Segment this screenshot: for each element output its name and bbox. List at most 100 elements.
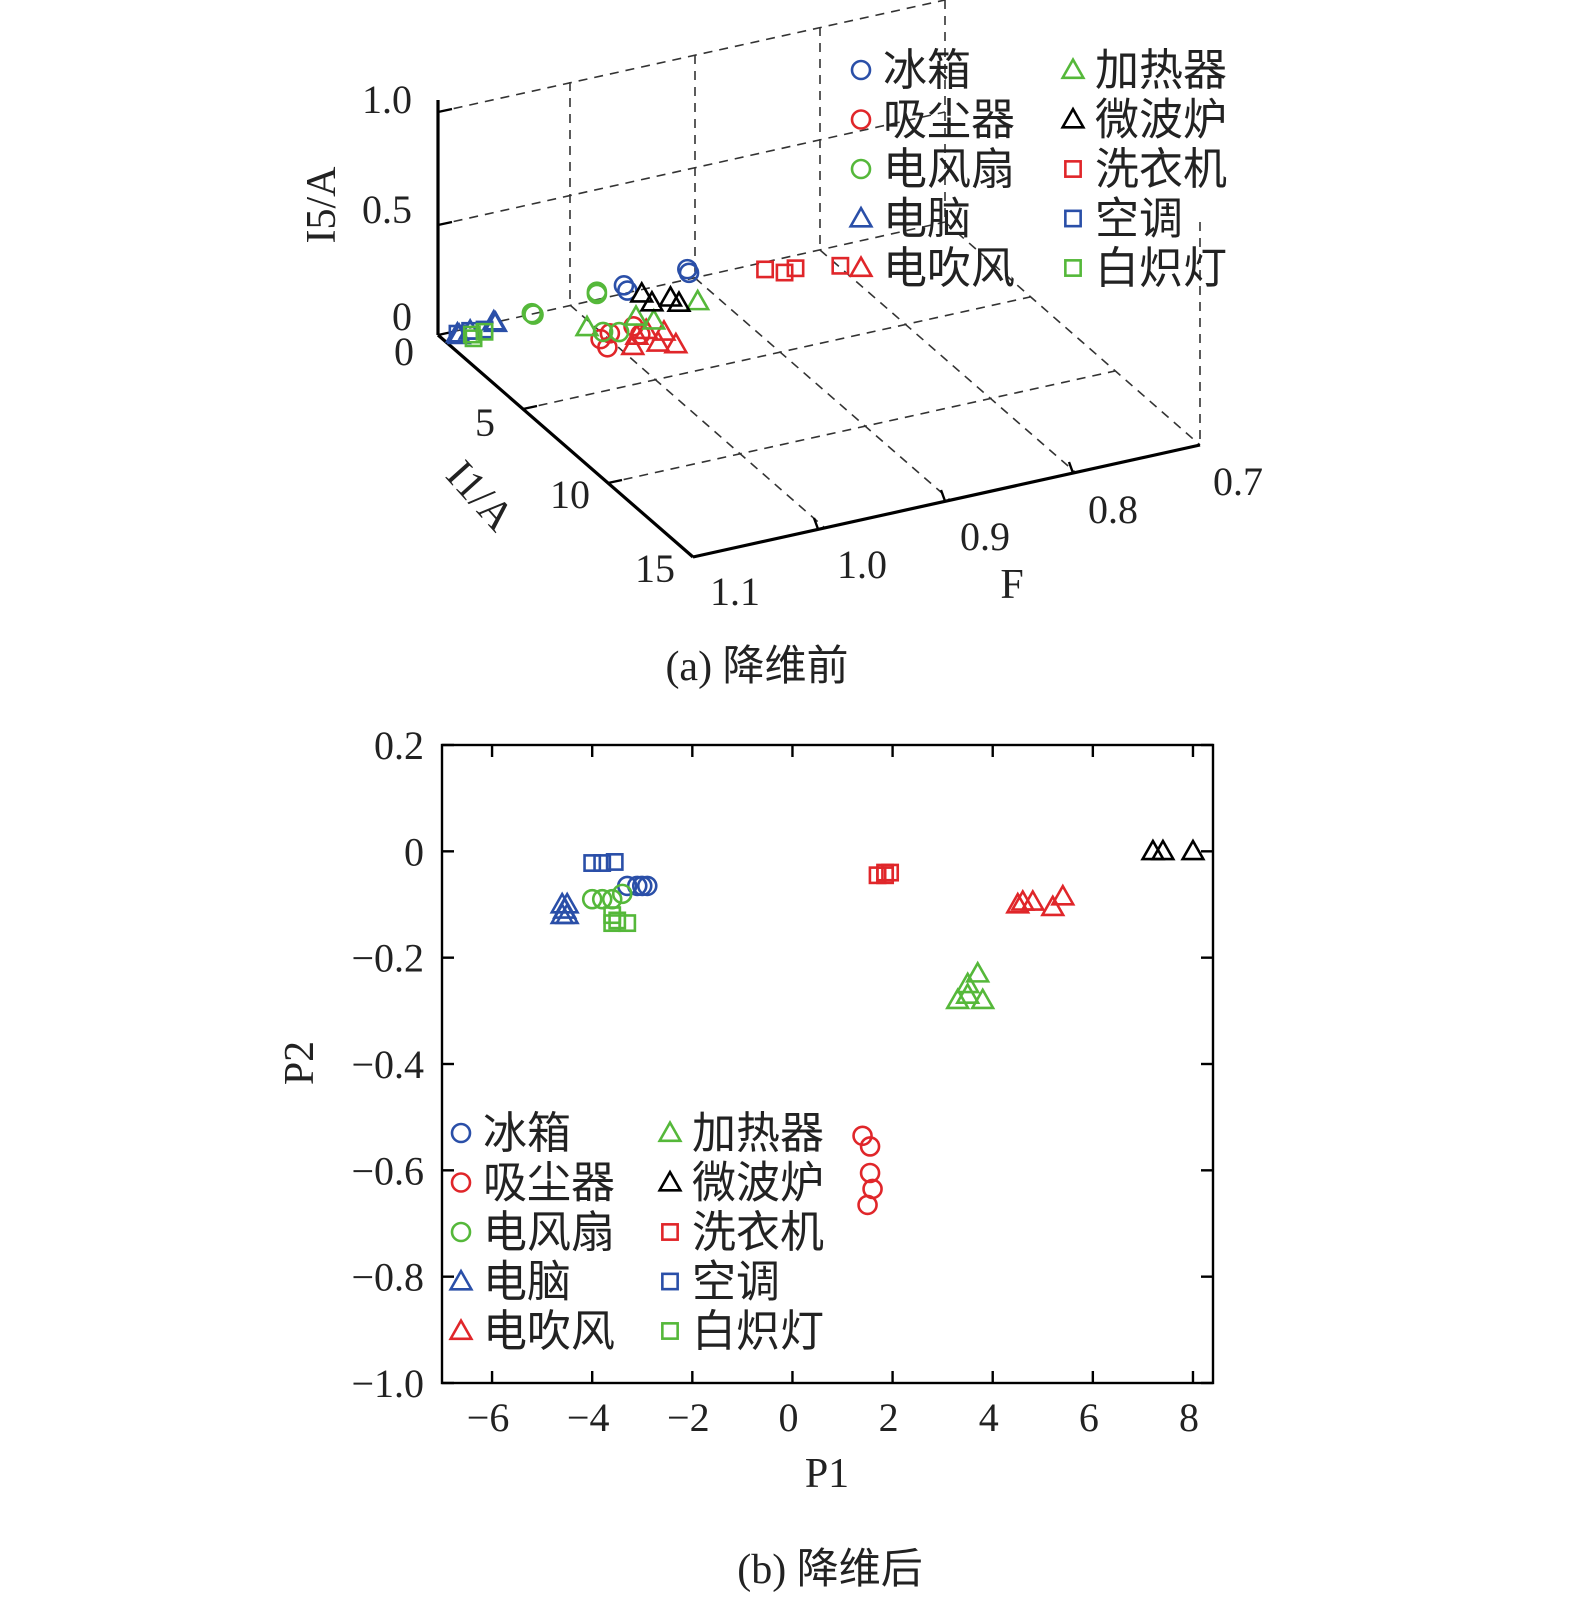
panel-a-point xyxy=(613,275,635,296)
panel-a-y-axis xyxy=(436,333,695,559)
panel-a-x-axis xyxy=(692,443,1201,559)
panel-a-x-tick: 1.1 xyxy=(710,569,760,614)
panel-a-legend-label: 电风扇 xyxy=(883,144,1015,195)
panel-a-legend-label: 吸尘器 xyxy=(883,95,1015,146)
panel-b-legend-label: 洗衣机 xyxy=(692,1207,824,1258)
panel-b-point xyxy=(1010,888,1036,911)
panel-a-x-tick-labels: 1.1 1.0 0.9 0.8 0.7 xyxy=(710,459,1263,614)
panel-b-x-tick-label: 8 xyxy=(1179,1395,1199,1440)
panel-b-legend-marker xyxy=(657,1120,683,1143)
panel-b-x-tick-label: 6 xyxy=(1079,1395,1099,1440)
panel-a-y-tick: 10 xyxy=(550,472,590,517)
panel-b-markers xyxy=(549,838,1206,1216)
panel-a-legend-marker xyxy=(848,205,874,228)
panel-b-legend-marker xyxy=(661,1322,679,1340)
panel-b-point xyxy=(581,888,603,910)
panel-a-legend-marker xyxy=(1064,259,1082,277)
panel-b-legend-label: 微波炉 xyxy=(692,1158,824,1209)
panel-b-point xyxy=(593,854,612,872)
panel-b-y-tick-label: 0 xyxy=(404,829,424,874)
panel-b-point xyxy=(857,1194,878,1216)
panel-a-x-tick: 0.8 xyxy=(1088,487,1138,532)
panel-a-legend-label: 洗衣机 xyxy=(1095,144,1227,195)
panel-a-y-tick: 15 xyxy=(635,546,675,591)
panel-a-x-axis-title: F xyxy=(1000,562,1023,608)
panel-b-point xyxy=(965,960,991,983)
panel-a-legend-marker xyxy=(1060,106,1086,129)
panel-b-legend-marker xyxy=(661,1272,679,1291)
panel-a-point xyxy=(462,325,481,344)
panel-b-2d-scatter: −6 −4 −2 0 2 4 6 8 −1.0−0.8−0.6−0.4−0.200.2 P1 … xyxy=(277,723,1215,1593)
panel-b-caption: (b) 降维后 xyxy=(737,1547,922,1593)
panel-b-point xyxy=(1040,894,1066,917)
panel-b-x-tick-label: 4 xyxy=(979,1395,999,1440)
panel-a-legend-label: 空调 xyxy=(1095,194,1183,245)
panel-a-z-tick: 1.0 xyxy=(362,77,412,122)
panel-a-point xyxy=(756,260,775,279)
panel-b-point xyxy=(1005,891,1031,914)
panel-b-point xyxy=(970,987,996,1010)
panel-a-legend-marker xyxy=(1064,209,1082,228)
panel-b-y-axis-title: P2 xyxy=(277,1041,323,1085)
panel-a-legend-marker xyxy=(850,109,872,130)
panel-b-y-tick-label: −0.6 xyxy=(351,1148,424,1193)
panel-b-legend-label: 电脑 xyxy=(483,1257,571,1308)
panel-a-legend-label: 电吹风 xyxy=(883,243,1015,294)
panel-a-point xyxy=(831,256,850,275)
panel-a-point xyxy=(574,314,600,337)
panel-b-legend-label: 冰箱 xyxy=(483,1108,571,1159)
panel-a-point xyxy=(639,289,665,312)
panel-b-legend-label: 加热器 xyxy=(692,1108,824,1159)
panel-a-legend-marker xyxy=(1060,57,1086,80)
panel-a-x-tick: 0.7 xyxy=(1213,459,1263,504)
panel-b-point xyxy=(881,863,900,882)
panel-b-point xyxy=(611,883,633,905)
panel-a-point xyxy=(666,289,692,312)
panel-b-x-tick-label: 2 xyxy=(879,1395,899,1440)
panel-b-y-tick-label: −0.4 xyxy=(351,1042,424,1087)
panel-b-x-tick-label: −4 xyxy=(567,1395,610,1440)
panel-b-legend-marker xyxy=(450,1221,472,1243)
panel-b-y-tick-label: 0.2 xyxy=(374,723,424,768)
panel-b-point xyxy=(549,902,575,925)
panel-a-point xyxy=(597,336,618,358)
panel-a-legend-marker xyxy=(848,255,874,278)
panel-b-y-tick-label: −0.8 xyxy=(351,1255,424,1300)
panel-a-point xyxy=(608,321,630,343)
panel-a-point xyxy=(586,281,608,303)
panel-a-point xyxy=(645,329,671,352)
panel-b-point xyxy=(636,875,658,897)
panel-a-point xyxy=(629,280,655,303)
panel-b-tick-marks xyxy=(442,743,1213,1385)
panel-a-point xyxy=(641,307,667,330)
panel-a-tick-marks xyxy=(437,107,1075,559)
panel-a-legend-marker xyxy=(1064,160,1082,178)
panel-a-point xyxy=(475,322,494,341)
panel-b-legend-label: 吸尘器 xyxy=(483,1158,615,1209)
panel-b-point xyxy=(945,987,971,1010)
panel-a-point xyxy=(623,303,649,326)
panel-a-point xyxy=(786,259,805,278)
panel-a-legend-label: 加热器 xyxy=(1095,45,1227,96)
panel-b-point xyxy=(1180,838,1206,861)
panel-a-point xyxy=(678,262,700,284)
panel-b-point xyxy=(876,866,895,885)
panel-b-legend-marker xyxy=(450,1122,472,1144)
panel-b-point xyxy=(852,1125,873,1147)
panel-a-point xyxy=(620,333,646,356)
panel-a-z-tick: 0.5 xyxy=(362,187,412,232)
panel-b-legend-marker xyxy=(450,1172,472,1193)
panel-b-x-tick-labels: −6 −4 −2 0 2 4 6 8 xyxy=(467,1395,1199,1440)
panel-b-point xyxy=(583,854,602,872)
panel-b-legend-marker xyxy=(448,1268,474,1291)
panel-b-point xyxy=(1050,883,1076,906)
panel-a-x-tick: 1.0 xyxy=(837,542,887,587)
panel-b-legend-label: 电风扇 xyxy=(483,1207,615,1258)
panel-a-legend-label: 微波炉 xyxy=(1095,95,1227,146)
panel-a-3d-scatter: 1.0 0.5 0 0 5 10 15 1.1 1.0 0.9 0.8 0.7 … xyxy=(299,0,1263,690)
panel-a-legend-label: 电脑 xyxy=(883,194,971,245)
panel-b-point xyxy=(608,911,627,930)
panel-b-legend-label: 电吹风 xyxy=(483,1306,615,1357)
panel-a-y-tick: 5 xyxy=(475,400,495,445)
